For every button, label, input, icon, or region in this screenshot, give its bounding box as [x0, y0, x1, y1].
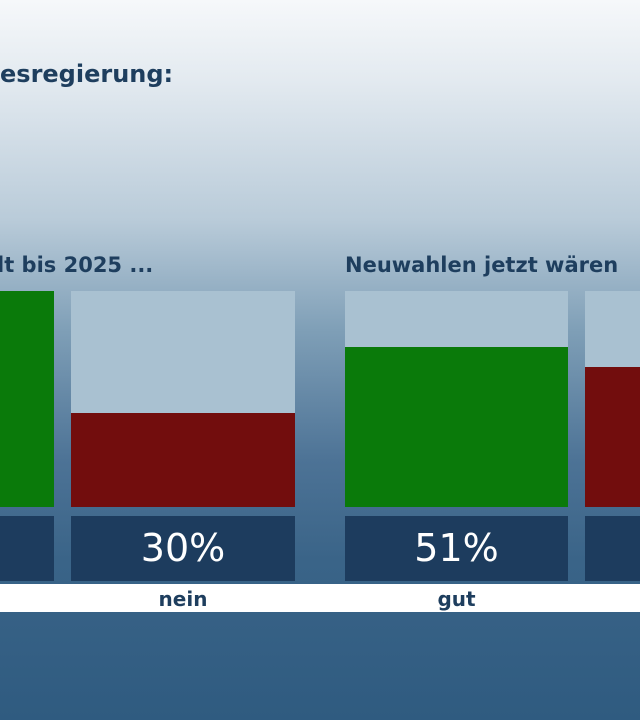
- bar-fill-nein: [71, 413, 295, 507]
- category-label-gut: gut: [437, 587, 476, 611]
- group-title-right: Neuwahlen jetzt wären: [345, 253, 619, 277]
- value-box-right-partial: [585, 516, 640, 581]
- bar-fill-gut: [345, 347, 568, 507]
- value-label-nein: 30%: [71, 516, 295, 581]
- category-label-strip: [0, 584, 640, 612]
- bar-fill-right-partial: [585, 367, 640, 507]
- bar-nein: [71, 291, 295, 507]
- value-label-gut: 51%: [345, 516, 568, 581]
- bar-gut: [345, 291, 568, 507]
- bar-left-partial: [0, 291, 54, 507]
- chart-heading: esregierung:: [0, 60, 174, 88]
- group-title-left: lt bis 2025 ...: [0, 253, 154, 277]
- bar-right-partial: [585, 291, 640, 507]
- category-label-nein: nein: [158, 587, 208, 611]
- value-box-left-partial: [0, 516, 54, 581]
